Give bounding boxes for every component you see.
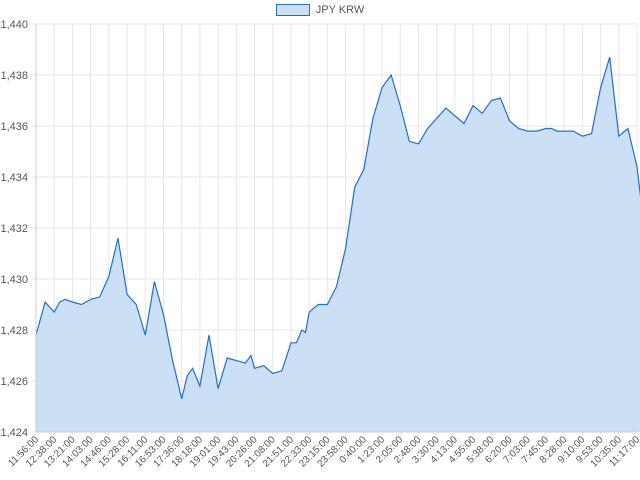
y-tick-label: 1,430 bbox=[0, 274, 28, 286]
y-tick-label: 1,432 bbox=[0, 223, 28, 235]
legend[interactable]: JPY KRW bbox=[0, 4, 640, 16]
legend-label: JPY KRW bbox=[315, 4, 365, 16]
y-tick-label: 1,424 bbox=[0, 427, 28, 439]
series-line bbox=[35, 56, 640, 400]
series-area-fill bbox=[36, 57, 640, 432]
legend-swatch bbox=[275, 4, 310, 16]
y-tick-label: 1,434 bbox=[0, 172, 28, 184]
y-tick-label: 1,438 bbox=[0, 70, 28, 82]
y-tick-label: 1,440 bbox=[0, 19, 28, 31]
y-tick-label: 1,436 bbox=[0, 121, 28, 133]
y-tick-label: 1,428 bbox=[0, 325, 28, 337]
y-tick-label: 1,426 bbox=[0, 376, 28, 388]
